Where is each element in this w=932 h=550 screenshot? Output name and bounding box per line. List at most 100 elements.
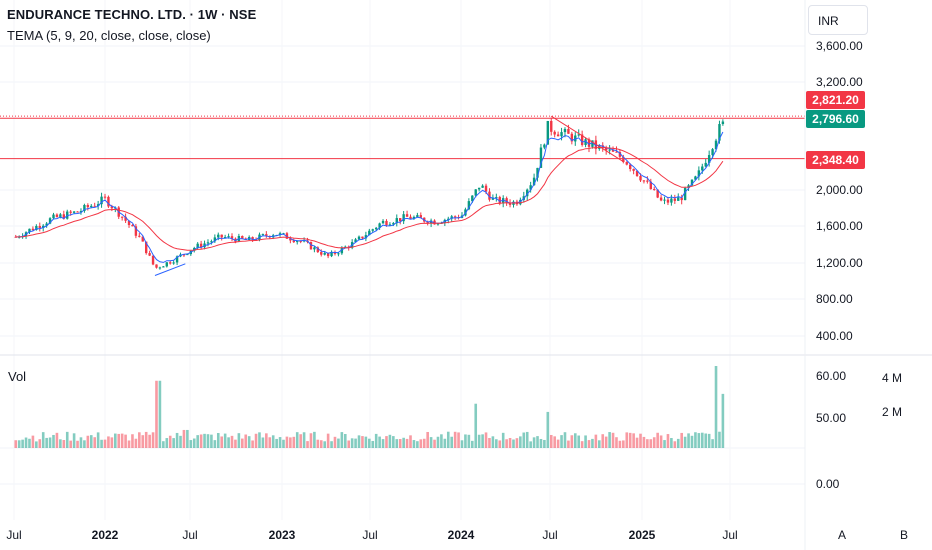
volume-bar <box>333 436 337 448</box>
candle-body <box>107 196 110 207</box>
candle-body <box>285 233 289 239</box>
candle-body <box>656 189 659 198</box>
candle-body <box>416 215 419 217</box>
candle-body <box>261 234 265 236</box>
volume-bar <box>17 440 21 448</box>
volume-bar <box>289 437 292 448</box>
volume-bar <box>690 435 694 448</box>
volume-bar <box>134 438 138 448</box>
candle-body <box>429 220 433 224</box>
volume-secondary-tick-label: 4 M <box>882 371 903 385</box>
chart-header: ENDURANCE TECHNO. LTD. · 1W · NSE TEMA (… <box>7 7 256 43</box>
candle-body <box>299 241 302 243</box>
volume-label[interactable]: Vol <box>8 369 27 384</box>
volume-bar <box>670 438 673 448</box>
volume-bar <box>467 434 471 448</box>
volume-bar <box>271 435 275 448</box>
candle-body <box>697 170 701 177</box>
volume-bar <box>429 437 433 448</box>
candle-body <box>230 236 234 239</box>
volume-bar <box>460 440 464 448</box>
candle-body <box>131 225 134 227</box>
trendline-down <box>550 115 623 162</box>
candle-body <box>447 218 450 220</box>
volume-bar <box>543 439 546 448</box>
time-tick-label: 2022 <box>91 528 119 542</box>
volume-bar <box>110 437 114 448</box>
candle-body <box>374 227 378 230</box>
volume-bar <box>113 433 117 448</box>
volume-bar <box>330 441 333 448</box>
volume-bar <box>584 435 587 448</box>
candle-body <box>622 156 625 163</box>
candle-body <box>673 198 677 201</box>
volume-bar <box>165 438 169 448</box>
volume-bar <box>343 433 347 448</box>
chart-grid <box>0 45 805 485</box>
volume-bar <box>313 431 316 448</box>
volume-bar <box>247 436 251 448</box>
candle-body <box>93 205 96 207</box>
volume-bar <box>573 433 577 448</box>
volume-bar <box>295 432 299 448</box>
candle-body <box>144 241 148 254</box>
candle-body <box>227 236 230 238</box>
currency-button[interactable]: INR <box>808 5 868 35</box>
candle-body <box>392 223 395 225</box>
candle-body <box>546 121 550 145</box>
candle-body <box>663 199 666 201</box>
candle-body <box>666 199 670 203</box>
candle-body <box>326 252 330 257</box>
volume-bar <box>515 438 519 448</box>
volume-bar <box>86 435 90 448</box>
candle-body <box>378 223 381 228</box>
candle-body <box>169 262 172 264</box>
candle-body <box>340 247 344 254</box>
volume-bar <box>203 433 206 448</box>
symbol-title[interactable]: ENDURANCE TECHNO. LTD. · 1W · NSE <box>7 7 257 22</box>
volume-bar <box>395 439 399 448</box>
volume-bar <box>512 439 515 448</box>
indicator-legend[interactable]: TEMA (5, 9, 20, close, close, close) <box>7 28 211 43</box>
volume-bar <box>354 438 357 448</box>
candle-body <box>501 198 505 204</box>
auto-scale-button[interactable]: A <box>838 528 847 542</box>
volume-bar <box>45 437 48 448</box>
candle-body <box>381 220 385 224</box>
candle-body <box>718 124 721 141</box>
volume-bar <box>186 429 189 448</box>
volume-bar <box>680 432 683 448</box>
volume-bar <box>237 433 241 448</box>
candle-body <box>72 211 76 213</box>
candle-body <box>162 266 165 268</box>
volume-bar <box>704 433 708 448</box>
candle-body <box>52 214 55 219</box>
candle-body <box>553 131 556 135</box>
volume-bar <box>536 436 539 448</box>
candle-body <box>148 253 151 256</box>
candle-body <box>395 218 398 224</box>
horizontal-lines <box>0 115 805 160</box>
volume-bar <box>443 438 447 448</box>
candle-body <box>635 170 639 177</box>
candle-body <box>388 224 392 226</box>
candle-body <box>611 149 615 152</box>
time-tick-label: Jul <box>362 528 378 542</box>
price-tick-label: 1,600.00 <box>816 219 863 233</box>
candle-body <box>96 204 100 207</box>
volume-bar <box>436 436 440 448</box>
candle-body <box>632 168 635 171</box>
candle-body <box>701 166 704 171</box>
volume-bar <box>625 432 629 448</box>
price-tag: 2,796.60 <box>806 110 865 128</box>
volume-bar <box>591 438 594 448</box>
volume-bar <box>694 432 697 448</box>
volume-bar <box>484 432 488 448</box>
log-scale-button[interactable]: B <box>900 528 909 542</box>
candle-body <box>498 197 501 204</box>
candle-body <box>402 214 405 222</box>
candle-body <box>124 216 127 221</box>
candle-body <box>704 162 707 167</box>
volume-bar <box>663 440 666 448</box>
